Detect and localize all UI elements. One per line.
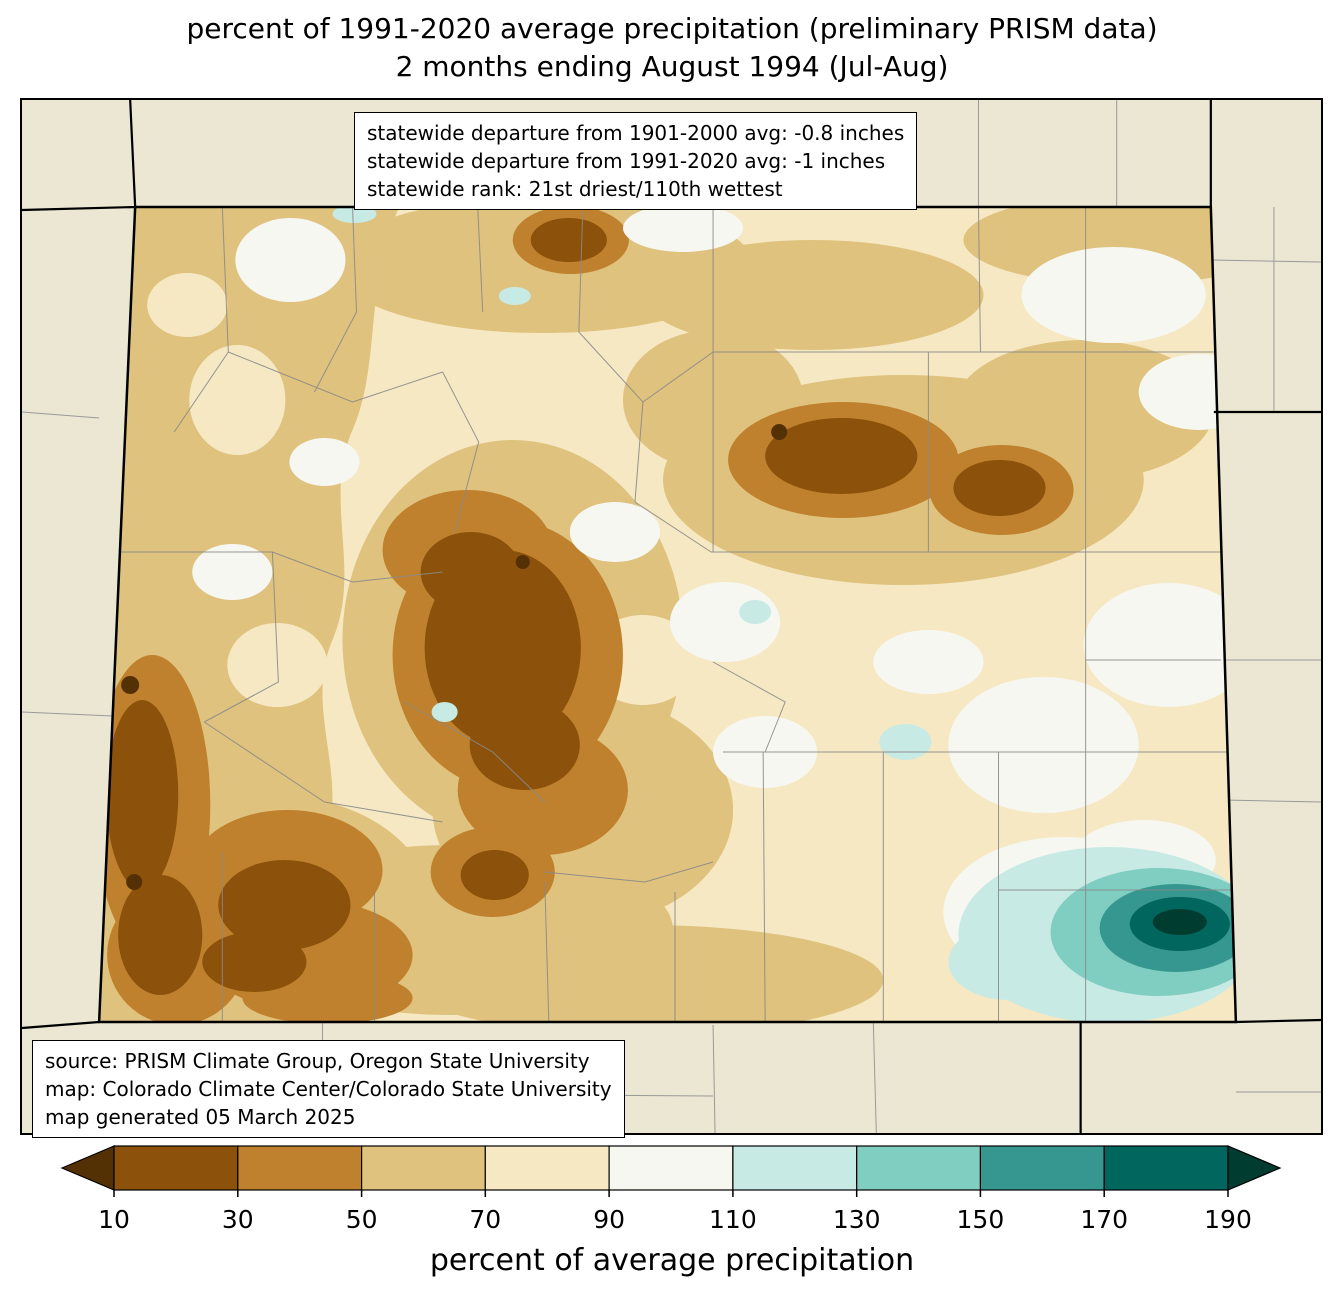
title-line-2: 2 months ending August 1994 (Jul-Aug) bbox=[395, 50, 949, 83]
tick-label: 130 bbox=[833, 1205, 881, 1234]
colorbar-left-arrow bbox=[60, 1145, 115, 1191]
source-line: source: PRISM Climate Group, Oregon Stat… bbox=[45, 1049, 590, 1073]
title-line-1: percent of 1991-2020 average precipitati… bbox=[186, 12, 1158, 45]
colorbar: 10 30 50 70 90 110 130 150 170 190 bbox=[0, 1140, 1344, 1250]
neighbor-state-borders bbox=[22, 100, 1321, 1133]
colorbar-segment bbox=[732, 1145, 858, 1191]
generated-date-line: map generated 05 March 2025 bbox=[45, 1105, 356, 1129]
contour-region-below-10 bbox=[121, 424, 788, 890]
tick-label: 10 bbox=[98, 1205, 130, 1234]
colorbar-right-arrow bbox=[1227, 1145, 1282, 1191]
tick-label: 110 bbox=[709, 1205, 757, 1234]
stats-line-departure-1991-2020: statewide departure from 1991-2020 avg: … bbox=[367, 149, 886, 173]
tick-label: 190 bbox=[1204, 1205, 1252, 1234]
source-attribution-box: source: PRISM Climate Group, Oregon Stat… bbox=[32, 1040, 625, 1138]
tick-label: 90 bbox=[593, 1205, 625, 1234]
colorbar-segment bbox=[113, 1145, 239, 1191]
tick-label: 30 bbox=[222, 1205, 254, 1234]
statewide-stats-box: statewide departure from 1901-2000 avg: … bbox=[354, 112, 918, 210]
stats-line-departure-1901-2000: statewide departure from 1901-2000 avg: … bbox=[367, 121, 905, 145]
tick-label: 150 bbox=[957, 1205, 1005, 1234]
contour-region-10-30 bbox=[106, 218, 1046, 995]
tick-label: 50 bbox=[346, 1205, 378, 1234]
colorbar-segment bbox=[979, 1145, 1105, 1191]
colorbar-segment bbox=[856, 1145, 982, 1191]
colorbar-scale: 10 30 50 70 90 110 130 150 170 190 bbox=[60, 1145, 1282, 1234]
map-credit-line: map: Colorado Climate Center/Colorado St… bbox=[45, 1077, 612, 1101]
colorbar-bar bbox=[60, 1145, 1282, 1191]
contour-region-above-190 bbox=[1152, 909, 1207, 935]
map-title: percent of 1991-2020 average precipitati… bbox=[0, 10, 1344, 86]
colorbar-tick-labels: 10 30 50 70 90 110 130 150 170 190 bbox=[98, 1205, 1252, 1234]
map-plot-area: statewide departure from 1901-2000 avg: … bbox=[20, 98, 1323, 1138]
stats-line-rank: statewide rank: 21st driest/110th wettes… bbox=[367, 177, 783, 201]
county-boundaries bbox=[112, 207, 1232, 1022]
tick-label: 170 bbox=[1080, 1205, 1128, 1234]
colorbar-segment bbox=[484, 1145, 610, 1191]
colorado-precipitation-map bbox=[22, 100, 1321, 1133]
colorbar-segment bbox=[237, 1145, 363, 1191]
colorbar-tick-marks bbox=[113, 1190, 1229, 1197]
colorbar-segment bbox=[608, 1145, 734, 1191]
colorbar-axis-label: percent of average precipitation bbox=[429, 1243, 915, 1278]
colorbar-segment bbox=[361, 1145, 487, 1191]
colorbar-segment bbox=[1103, 1145, 1229, 1191]
tick-label: 70 bbox=[469, 1205, 501, 1234]
